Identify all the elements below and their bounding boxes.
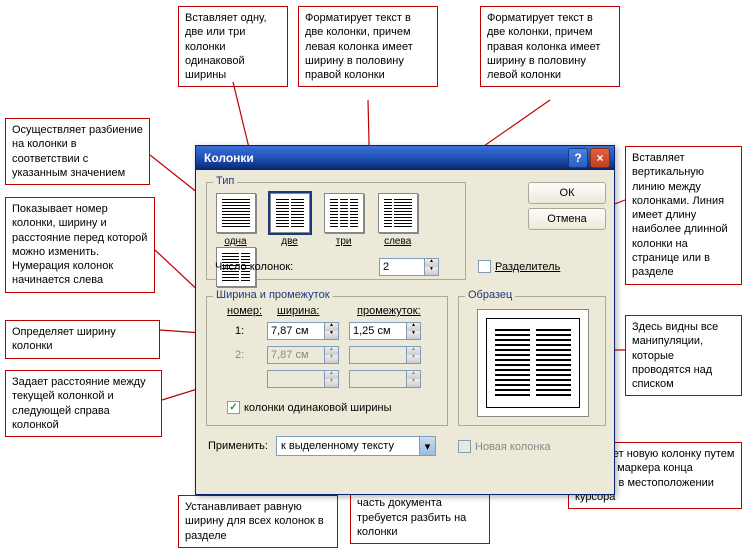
callout-top-left-preset: Форматирует текст в две колонки, причем … xyxy=(298,6,438,87)
cancel-button[interactable]: Отмена xyxy=(528,208,606,230)
callout-column-width: Определяет ширину колонки xyxy=(5,320,160,359)
chevron-down-icon[interactable]: ▾ xyxy=(419,437,435,455)
sample-groupbox: Образец xyxy=(458,296,606,426)
preset-left[interactable]: слева xyxy=(375,193,420,247)
num-columns-spinner[interactable]: ▲▼ xyxy=(424,259,438,275)
preview-box xyxy=(477,309,589,417)
preset-one[interactable]: одна xyxy=(213,193,258,247)
col-gap-header: промежуток: xyxy=(357,305,421,317)
separator-checkbox[interactable]: Разделитель xyxy=(478,260,560,273)
num-columns-input[interactable]: 2 ▲▼ xyxy=(379,258,439,276)
callout-top-right-preset: Форматирует текст в две колонки, причем … xyxy=(480,6,620,87)
new-column-checkbox-box xyxy=(458,440,471,453)
dialog-title: Колонки xyxy=(204,151,254,165)
row3-gap-input: ▲▼ xyxy=(349,370,421,388)
equal-width-checkbox[interactable]: ✓ колонки одинаковой ширины xyxy=(227,401,392,414)
equal-width-label: колонки одинаковой ширины xyxy=(244,402,392,414)
width-legend: Ширина и промежуток xyxy=(213,289,333,301)
sample-legend: Образец xyxy=(465,289,515,301)
preview-page xyxy=(486,318,580,408)
row2-number: 2: xyxy=(235,349,244,361)
row2-gap-input: ▲▼ xyxy=(349,346,421,364)
close-button[interactable]: × xyxy=(590,148,610,168)
row1-gap-input[interactable]: 1,25 см ▲▼ xyxy=(349,322,421,340)
col-width-header: ширина: xyxy=(277,305,319,317)
apply-select[interactable]: к выделенному тексту ▾ xyxy=(276,436,436,456)
separator-checkbox-label: Разделитель xyxy=(495,261,560,273)
equal-width-checkbox-box[interactable]: ✓ xyxy=(227,401,240,414)
new-column-label: Новая колонка xyxy=(475,441,551,453)
callout-top-presets: Вставляет одну, две или три колонки один… xyxy=(178,6,288,87)
preset-two[interactable]: две xyxy=(267,193,312,247)
num-columns-label: Число колонок: xyxy=(215,261,293,273)
callout-num-columns: Осуществляет разбиение на колонки в соот… xyxy=(5,118,150,185)
separator-checkbox-box[interactable] xyxy=(478,260,491,273)
apply-label: Применить: xyxy=(208,440,268,452)
ok-button[interactable]: ОК xyxy=(528,182,606,204)
row1-number: 1: xyxy=(235,325,244,337)
width-groupbox: Ширина и промежуток номер: ширина: проме… xyxy=(206,296,448,426)
callout-separator: Вставляет вертикальную линию между колон… xyxy=(625,146,742,285)
col-number-header: номер: xyxy=(227,305,262,317)
preset-three[interactable]: три xyxy=(321,193,366,247)
callout-preview: Здесь видны все манипуляции, которые про… xyxy=(625,315,742,396)
callout-equal-width: Устанавливает равную ширину для всех кол… xyxy=(178,495,338,548)
help-button[interactable]: ? xyxy=(568,148,588,168)
type-legend: Тип xyxy=(213,175,237,187)
callout-column-number: Показывает номер колонки, ширину и расст… xyxy=(5,197,155,293)
callout-column-gap: Задает расстояние между текущей колонкой… xyxy=(5,370,162,437)
row2-width-input: 7,87 см ▲▼ xyxy=(267,346,339,364)
columns-dialog: Колонки ? × Тип одна две три слева xyxy=(195,145,615,495)
type-groupbox: Тип одна две три слева справа Ч xyxy=(206,182,466,280)
new-column-checkbox: Новая колонка xyxy=(458,440,551,453)
row1-width-input[interactable]: 7,87 см ▲▼ xyxy=(267,322,339,340)
row3-width-input: ▲▼ xyxy=(267,370,339,388)
dialog-titlebar: Колонки ? × xyxy=(196,146,614,170)
